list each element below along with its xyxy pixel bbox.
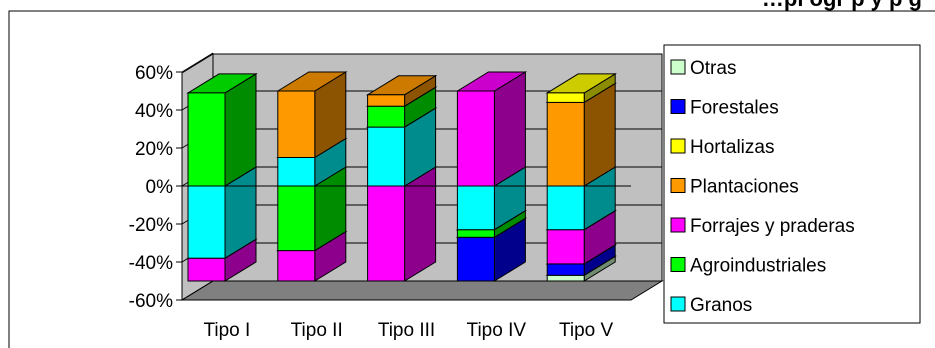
legend-label: Forestales bbox=[690, 98, 779, 119]
legend-swatch bbox=[670, 59, 686, 75]
bar-segment bbox=[186, 73, 258, 187]
y-tick-label: 20% bbox=[135, 139, 173, 160]
x-tick-label: Tipo IV bbox=[467, 320, 527, 341]
x-tick-label: Tipo III bbox=[378, 320, 435, 341]
legend-label: Granos bbox=[690, 295, 752, 316]
chart-floor bbox=[180, 280, 664, 301]
legend-swatch bbox=[670, 217, 686, 233]
bar-segment bbox=[365, 74, 438, 108]
gridline-side bbox=[181, 280, 214, 301]
bar-segment bbox=[455, 71, 528, 187]
y-tick-label: -60% bbox=[129, 291, 173, 312]
legend-swatch bbox=[670, 257, 686, 272]
y-tick-label: -40% bbox=[129, 253, 173, 274]
bars bbox=[182, 71, 631, 282]
legend-entry: Plantaciones bbox=[670, 177, 799, 198]
y-tick-label: -20% bbox=[129, 215, 173, 236]
legend-label: Otras bbox=[690, 58, 736, 79]
legend-entry: Forestales bbox=[670, 98, 779, 119]
legend-swatch bbox=[670, 138, 686, 154]
bar-segment bbox=[276, 71, 348, 159]
y-tick-label: 40% bbox=[135, 101, 173, 122]
legend-label: Plantaciones bbox=[690, 177, 799, 198]
legend-entry: Hortalizas bbox=[670, 137, 774, 158]
y-tick-label: 0% bbox=[146, 177, 174, 198]
legend-box bbox=[663, 44, 921, 324]
bar-segment bbox=[365, 166, 438, 282]
legend-entry: Forrajes y praderas bbox=[670, 216, 855, 237]
chart-title: …pl ogr p y p g bbox=[762, 0, 922, 11]
x-tick-label: Tipo II bbox=[291, 320, 343, 341]
category-labels: Tipo I Tipo II Tipo III Tipo IV Tipo V bbox=[203, 320, 613, 341]
y-tick-label: 60% bbox=[135, 63, 173, 84]
legend-entry: Agroindustriales bbox=[670, 256, 826, 277]
legend-label: Hortalizas bbox=[690, 137, 774, 158]
legend-entry: Otras bbox=[670, 58, 736, 79]
legend-label: Forrajes y praderas bbox=[690, 216, 855, 237]
legend-swatch bbox=[670, 178, 686, 193]
gridline-side bbox=[181, 52, 214, 73]
legend-swatch bbox=[670, 296, 686, 312]
legend-swatch bbox=[670, 99, 686, 114]
legend: Otras Forestales Hortalizas Plantaciones For… bbox=[663, 44, 921, 324]
x-tick-label: Tipo I bbox=[203, 320, 250, 341]
legend-label: Agroindustriales bbox=[690, 256, 826, 277]
tick-labels: 60% 40% 20% 0% -20% -40% -60% bbox=[129, 63, 173, 312]
x-tick-label: Tipo V bbox=[559, 320, 614, 341]
legend-entry: Granos bbox=[670, 295, 752, 316]
bar-segment bbox=[545, 73, 617, 104]
